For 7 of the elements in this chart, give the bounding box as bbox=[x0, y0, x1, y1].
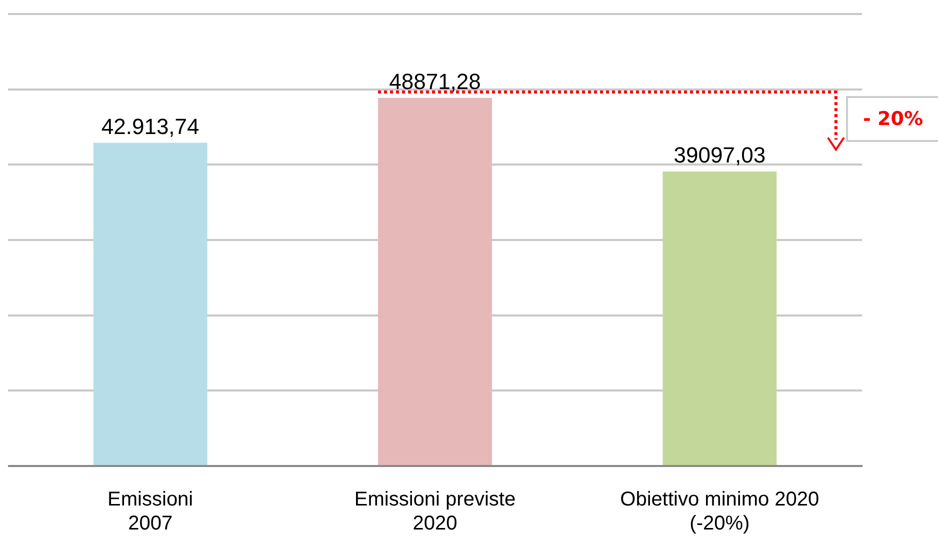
text: - 20% bbox=[846, 96, 938, 142]
data-label: 48871,28 bbox=[389, 68, 481, 94]
x-tick-label: Emissioni 2007 bbox=[108, 488, 194, 535]
x-tick-label: Emissioni previste 2020 bbox=[354, 488, 516, 535]
x-tick-label: Obiettivo minimo 2020 (-20%) bbox=[620, 488, 820, 535]
data-label: 39097,03 bbox=[674, 142, 766, 168]
data-label: 42.913,74 bbox=[101, 114, 200, 139]
